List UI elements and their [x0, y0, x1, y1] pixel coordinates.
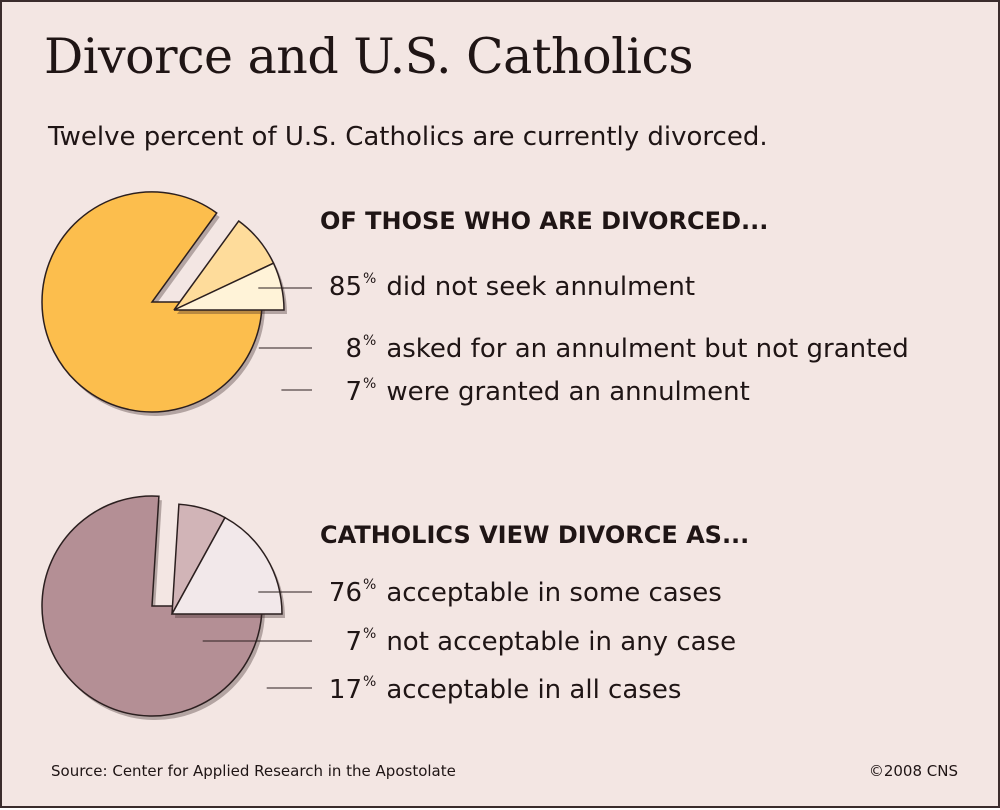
- legend-value: 76: [328, 578, 362, 608]
- pie-slice-2: [170, 516, 283, 615]
- pie-slice-0: [41, 495, 263, 717]
- legend-label: acceptable in some cases: [386, 578, 722, 608]
- percent-sign: %: [363, 333, 377, 349]
- legend-label: acceptable in all cases: [386, 675, 682, 705]
- chart-2-title: CATHOLICS VIEW DIVORCE AS...: [320, 521, 750, 549]
- legend-item-all-cases: 17% acceptable in all cases: [318, 675, 681, 703]
- legend-item-did-not-seek: 85% did not seek annulment: [318, 272, 695, 300]
- legend-label: asked for an annulment but not granted: [386, 334, 909, 364]
- percent-sign: %: [363, 271, 377, 287]
- legend-item-granted: 7% were granted an annulment: [318, 376, 750, 407]
- page-subtitle: Twelve percent of U.S. Catholics are cur…: [48, 122, 768, 152]
- pie-slice-2: [173, 262, 285, 311]
- page-title: Divorce and U.S. Catholics: [44, 28, 694, 85]
- percent-sign: %: [363, 577, 377, 593]
- legend-value: 7: [345, 627, 362, 657]
- legend-label: did not seek annulment: [386, 272, 696, 302]
- legend-label: not acceptable in any case: [386, 627, 737, 657]
- copyright-note: ©2008 CNS: [868, 762, 958, 780]
- percent-sign: %: [363, 376, 377, 392]
- percent-sign: %: [363, 626, 377, 642]
- percent-sign: %: [363, 674, 377, 690]
- legend-item-not-acceptable: 7% not acceptable in any case: [318, 627, 736, 655]
- legend-value: 8: [345, 334, 362, 364]
- pie-slice-0: [41, 191, 263, 413]
- legend-item-not-granted: 8% asked for an annulment but not granted: [318, 333, 909, 364]
- source-note: Source: Center for Applied Research in t…: [51, 762, 456, 780]
- legend-value: 85: [328, 272, 362, 302]
- legend-item-some-cases: 76% acceptable in some cases: [318, 578, 722, 606]
- legend-value: 17: [328, 675, 362, 705]
- legend-label: were granted an annulment: [386, 377, 750, 407]
- legend-value: 7: [345, 377, 362, 407]
- chart-1-title: OF THOSE WHO ARE DIVORCED...: [320, 207, 769, 235]
